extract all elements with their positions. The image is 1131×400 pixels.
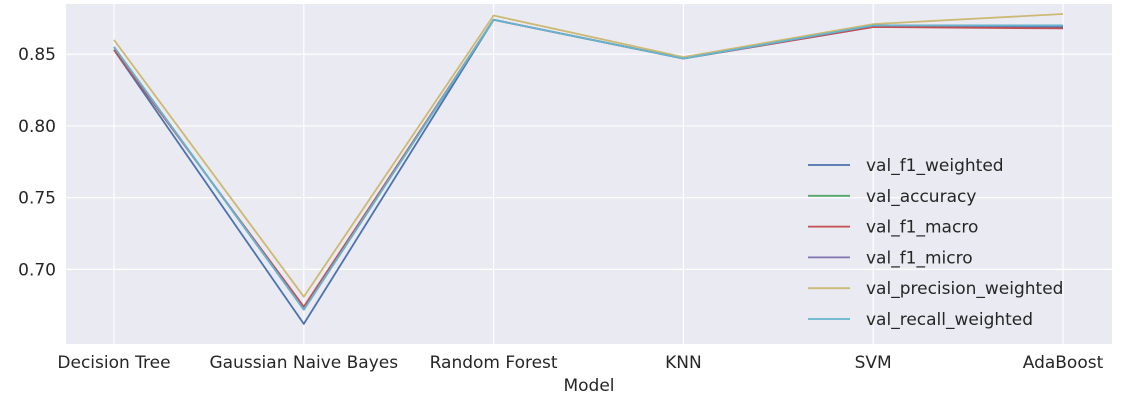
- x-tick-label: KNN: [665, 353, 702, 373]
- legend-label: val_f1_macro: [866, 218, 978, 238]
- x-tick-labels: Decision Tree Gaussian Naive Bayes Random …: [57, 353, 1103, 373]
- x-tick-label: Random Forest: [430, 353, 558, 373]
- y-tick-label: 0.70: [18, 260, 56, 280]
- series-line-val_recall_weighted: [113, 18, 1063, 311]
- x-axis-label: Model: [563, 376, 614, 396]
- legend-label: val_accuracy: [866, 187, 976, 207]
- legend-label: val_f1_micro: [866, 248, 973, 268]
- grid: [66, 4, 1112, 344]
- legend-label: val_recall_weighted: [866, 310, 1033, 330]
- x-tick-label: AdaBoost: [1023, 353, 1104, 373]
- legend: val_f1_weighted val_accuracy val_f1_macrov…: [808, 156, 1063, 330]
- x-tick-label: Gaussian Naive Bayes: [209, 353, 398, 373]
- series-lines: [113, 13, 1064, 325]
- plot-background: [66, 4, 1112, 344]
- x-tick-label: Decision Tree: [57, 353, 170, 373]
- y-tick-label: 0.85: [18, 45, 56, 65]
- legend-label: val_f1_weighted: [866, 156, 1004, 176]
- x-tick-label: SVM: [855, 353, 892, 373]
- series-line-val_precision_weighted: [113, 13, 1064, 298]
- y-tick-labels: 0.70 0.75 0.80 0.85: [18, 45, 56, 280]
- y-tick-label: 0.75: [18, 189, 56, 209]
- y-tick-label: 0.80: [18, 117, 56, 137]
- legend-label: val_precision_weighted: [866, 279, 1063, 299]
